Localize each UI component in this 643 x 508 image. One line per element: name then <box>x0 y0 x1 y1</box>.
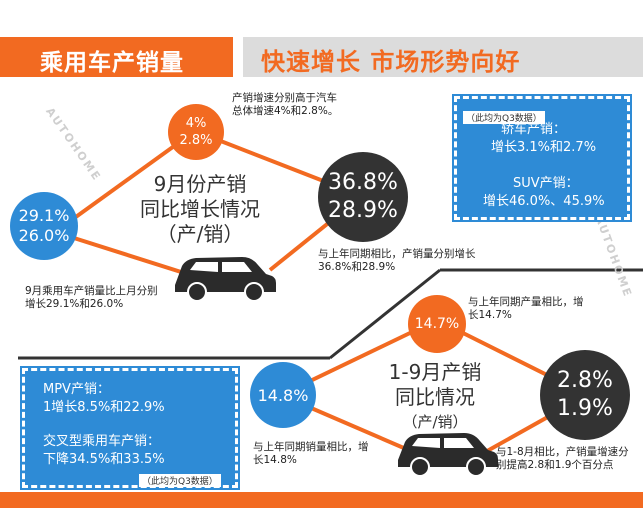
sedan-label: 轿车产销： <box>501 122 567 137</box>
sept-title-line2: 同比增长情况 <box>140 197 260 221</box>
jan-sep-title-line1: 1-9月产销 <box>388 360 482 384</box>
footer-bar <box>0 492 643 508</box>
mom-prod-value: 29.1% <box>18 206 70 225</box>
yoy-note: 与上年同期相比，产销量分别增长36.8%和28.9% <box>318 248 476 273</box>
q3-box-bottom: MPV产销： 1增长8.5%和22.9% 交叉型乘用车产销： 下降34.5%和3… <box>20 366 240 490</box>
yoy-growth-circle: 36.8% 28.9% <box>318 152 408 242</box>
vs-total-note: 产销增速分别高于汽车总体增速4%和2.8%。 <box>232 92 339 117</box>
vs-jan-aug-prod-value: 2.8% <box>557 368 613 393</box>
car-icon-bottom <box>398 433 498 477</box>
crossover-value: 下降34.5%和33.5% <box>43 452 165 467</box>
jan-sep-title-line2: 同比情况 <box>395 385 475 409</box>
sept-title-line1: 9月份产销 <box>153 172 247 196</box>
header-right-title: 快速增长 市场形势向好 <box>261 48 521 76</box>
vs-total-sales-value: 2.8% <box>179 133 213 148</box>
crossover-label: 交叉型乘用车产销： <box>43 434 161 449</box>
q3-box-top: （此均为Q3数据） 轿车产销： 增长3.1%和2.7% SUV产销： 增长46.… <box>452 94 632 222</box>
jan-sep-title-line3: （产/销） <box>402 413 468 431</box>
jan-sep-sales-value: 14.8% <box>257 385 309 405</box>
jan-sep-title: 1-9月产销 同比情况 （产/销） <box>365 360 505 435</box>
suv-label: SUV产销： <box>513 176 579 191</box>
sept-title-line3: （产/销） <box>156 222 244 246</box>
vs-total-circle: 4% 2.8% <box>168 104 224 160</box>
sept-title: 9月份产销 同比增长情况 （产/销） <box>120 172 280 247</box>
mpv-value: 1增长8.5%和22.9% <box>43 400 165 415</box>
jan-sep-sales-note: 与上年同期销量相比，增长14.8% <box>253 441 369 466</box>
vs-jan-aug-note: 与1-8月相比，产销量增速分别提高2.8和1.9个百分点 <box>496 446 629 471</box>
header-right-banner: 快速增长 市场形势向好 <box>243 37 643 77</box>
jan-sep-prod-circle: 14.7% <box>408 295 466 353</box>
jan-sep-prod-value: 14.7% <box>414 316 460 332</box>
vs-jan-aug-circle: 2.8% 1.9% <box>540 350 630 440</box>
vs-jan-aug-sales-value: 1.9% <box>557 396 613 421</box>
mpv-label: MPV产销： <box>43 382 110 397</box>
header-left-banner: 乘用车产销量 <box>0 37 233 77</box>
sedan-value: 增长3.1%和2.7% <box>491 140 597 155</box>
car-icon-top <box>175 257 276 302</box>
q3-top-note: （此均为Q3数据） <box>463 111 545 124</box>
jan-sep-sales-circle: 14.8% <box>250 362 316 428</box>
yoy-prod-value: 36.8% <box>328 170 398 195</box>
suv-value: 增长46.0%、45.9% <box>483 194 605 209</box>
header-left-title: 乘用车产销量 <box>40 50 184 76</box>
mom-note: 9月乘用车产销量比上月分别增长29.1%和26.0% <box>25 285 158 310</box>
q3-bottom-note: （此均为Q3数据） <box>139 474 221 487</box>
yoy-sales-value: 28.9% <box>328 198 398 223</box>
mom-growth-circle: 29.1% 26.0% <box>10 192 78 260</box>
mom-sales-value: 26.0% <box>18 226 70 245</box>
vs-total-prod-value: 4% <box>185 116 207 131</box>
jan-sep-prod-note: 与上年同期产量相比，增长14.7% <box>468 296 584 321</box>
